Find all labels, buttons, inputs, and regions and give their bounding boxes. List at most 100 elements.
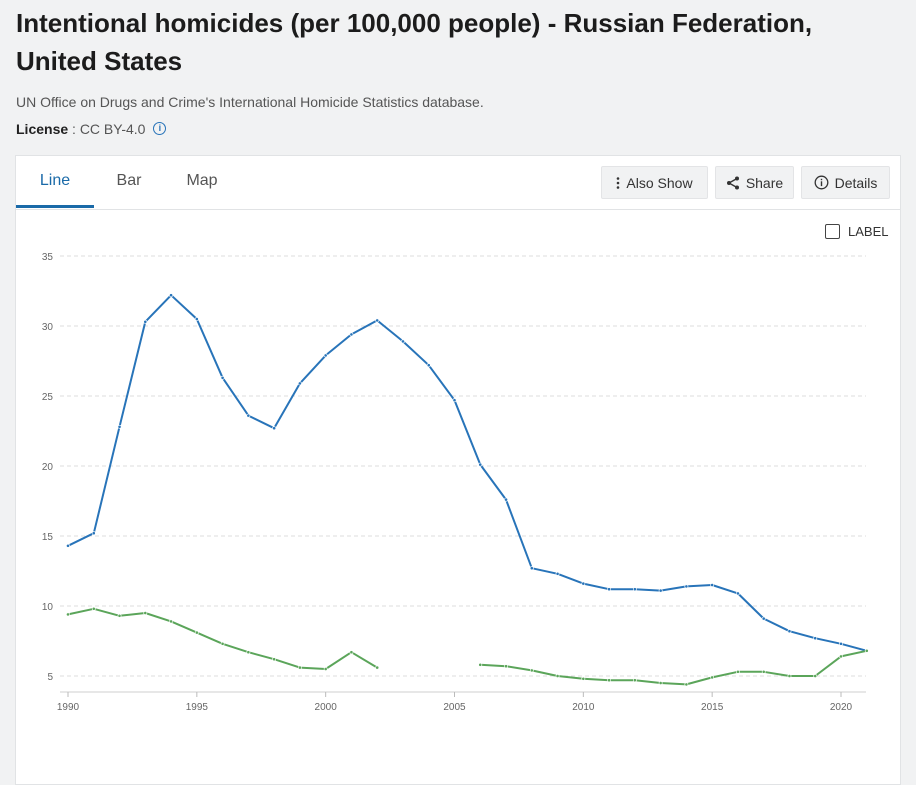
license-label: License bbox=[16, 121, 69, 137]
x-tick-label-2010: 2010 bbox=[572, 702, 595, 713]
data-point-russia-2017 bbox=[761, 616, 766, 621]
series-line-us-1 bbox=[480, 649, 868, 686]
share-button[interactable]: Share bbox=[715, 166, 794, 199]
x-tick-label-2005: 2005 bbox=[443, 702, 466, 713]
data-point-russia-1992 bbox=[117, 424, 122, 429]
gridlines bbox=[60, 255, 866, 677]
x-tick-label-2020: 2020 bbox=[830, 702, 853, 713]
data-point-us-2017 bbox=[761, 669, 766, 674]
tab-map[interactable]: Map bbox=[186, 172, 218, 189]
y-tick-label-5: 5 bbox=[47, 672, 53, 683]
data-point-us-1994 bbox=[169, 619, 173, 624]
data-point-russia-1993 bbox=[143, 319, 148, 324]
data-point-russia-2010 bbox=[581, 581, 586, 586]
data-point-russia-2001 bbox=[349, 332, 354, 337]
data-point-russia-2018 bbox=[787, 629, 792, 634]
data-point-us-1998 bbox=[272, 657, 277, 662]
data-point-us-2009 bbox=[555, 674, 560, 678]
x-tick-label-2015: 2015 bbox=[701, 702, 724, 713]
data-point-russia-1997 bbox=[246, 413, 251, 418]
data-point-russia-1995 bbox=[194, 317, 199, 321]
data-point-russia-2008 bbox=[529, 566, 534, 571]
tab-line[interactable]: Line bbox=[16, 156, 94, 208]
page-title: Intentional homicides (per 100,000 peopl… bbox=[16, 8, 813, 76]
y-tick-label-20: 20 bbox=[42, 462, 54, 473]
data-point-russia-2011 bbox=[607, 587, 612, 592]
license-value: CC BY-4.0 bbox=[79, 121, 146, 137]
data-point-us-1990 bbox=[66, 612, 70, 617]
data-point-us-2014 bbox=[684, 682, 689, 687]
data-point-russia-2003 bbox=[401, 339, 405, 344]
data-point-russia-1990 bbox=[66, 543, 70, 548]
data-point-russia-2012 bbox=[632, 587, 637, 592]
data-point-russia-1996 bbox=[220, 375, 225, 380]
details-button[interactable]: Details bbox=[801, 166, 890, 199]
data-point-us-2007 bbox=[504, 664, 508, 669]
y-tick-label-10: 10 bbox=[42, 602, 54, 613]
series-lines bbox=[66, 293, 869, 687]
x-axis: 1990 1995 2000 2005 2010 2015 2020 bbox=[57, 691, 866, 713]
data-point-russia-1998 bbox=[272, 426, 277, 431]
info-circle-icon bbox=[814, 175, 829, 190]
data-point-us-1991 bbox=[91, 606, 96, 611]
data-point-us-2020 bbox=[839, 654, 843, 659]
y-axis-ticks: 5 10 15 20 25 30 35 bbox=[42, 252, 54, 683]
data-point-us-2021 bbox=[864, 648, 869, 653]
data-point-russia-2005 bbox=[452, 398, 457, 403]
data-point-us-1997 bbox=[246, 650, 251, 655]
data-point-russia-1991 bbox=[91, 531, 96, 536]
label-toggle-text: LABEL bbox=[848, 224, 889, 239]
source-note: UN Office on Drugs and Crime's Internati… bbox=[16, 94, 484, 110]
data-point-us-2015 bbox=[710, 675, 715, 680]
y-tick-label-30: 30 bbox=[42, 322, 54, 333]
data-point-russia-2002 bbox=[375, 318, 380, 323]
data-point-us-2002 bbox=[375, 665, 380, 670]
data-point-us-2010 bbox=[581, 676, 586, 681]
data-point-russia-2016 bbox=[736, 591, 740, 596]
also-show-button[interactable]: Also Show bbox=[601, 166, 708, 199]
data-point-us-1992 bbox=[117, 613, 122, 618]
x-tick-label-1995: 1995 bbox=[186, 702, 209, 713]
data-point-us-2001 bbox=[349, 650, 354, 655]
license-line: License : CC BY-4.0 i bbox=[16, 121, 167, 137]
data-point-us-2008 bbox=[529, 668, 534, 673]
series-line-russia-0 bbox=[67, 294, 868, 652]
y-tick-label-25: 25 bbox=[42, 392, 54, 403]
data-point-russia-2013 bbox=[658, 588, 663, 593]
data-point-us-1999 bbox=[297, 665, 302, 670]
data-point-russia-2015 bbox=[710, 583, 715, 587]
data-point-us-2013 bbox=[658, 681, 663, 685]
data-point-us-2000 bbox=[323, 667, 328, 671]
data-point-russia-2020 bbox=[839, 641, 843, 646]
data-point-russia-2009 bbox=[555, 571, 560, 576]
x-tick-label-2000: 2000 bbox=[315, 702, 338, 713]
data-point-us-1995 bbox=[194, 630, 199, 635]
y-tick-label-35: 35 bbox=[42, 252, 54, 263]
data-point-us-2006 bbox=[478, 662, 483, 667]
share-icon bbox=[726, 176, 740, 190]
more-vertical-icon bbox=[616, 176, 620, 190]
data-point-russia-2019 bbox=[813, 636, 818, 641]
data-point-us-2011 bbox=[607, 678, 612, 683]
data-point-russia-2014 bbox=[684, 584, 689, 589]
data-point-us-1996 bbox=[220, 641, 225, 646]
chart-panel: Line Bar Map Also Show Share Details LAB… bbox=[15, 155, 901, 785]
data-point-russia-1994 bbox=[169, 293, 173, 298]
info-icon[interactable]: i bbox=[153, 121, 167, 135]
data-point-russia-2004 bbox=[426, 363, 431, 368]
share-label: Share bbox=[745, 174, 784, 191]
y-tick-label-15: 15 bbox=[42, 532, 54, 543]
series-line-us-0 bbox=[67, 607, 378, 670]
details-label: Details bbox=[834, 174, 878, 191]
data-point-us-1993 bbox=[143, 611, 148, 615]
tab-bar[interactable]: Bar bbox=[116, 172, 142, 189]
license-separator: : bbox=[68, 121, 80, 137]
data-point-us-2012 bbox=[632, 678, 637, 683]
label-checkbox[interactable] bbox=[825, 224, 840, 239]
data-point-russia-2006 bbox=[478, 462, 483, 467]
data-point-us-2019 bbox=[813, 674, 818, 678]
chart-tabs: Line Bar Map Also Show Share Details bbox=[16, 156, 900, 210]
also-show-label: Also Show bbox=[626, 174, 693, 191]
label-toggle[interactable]: LABEL bbox=[825, 224, 888, 239]
